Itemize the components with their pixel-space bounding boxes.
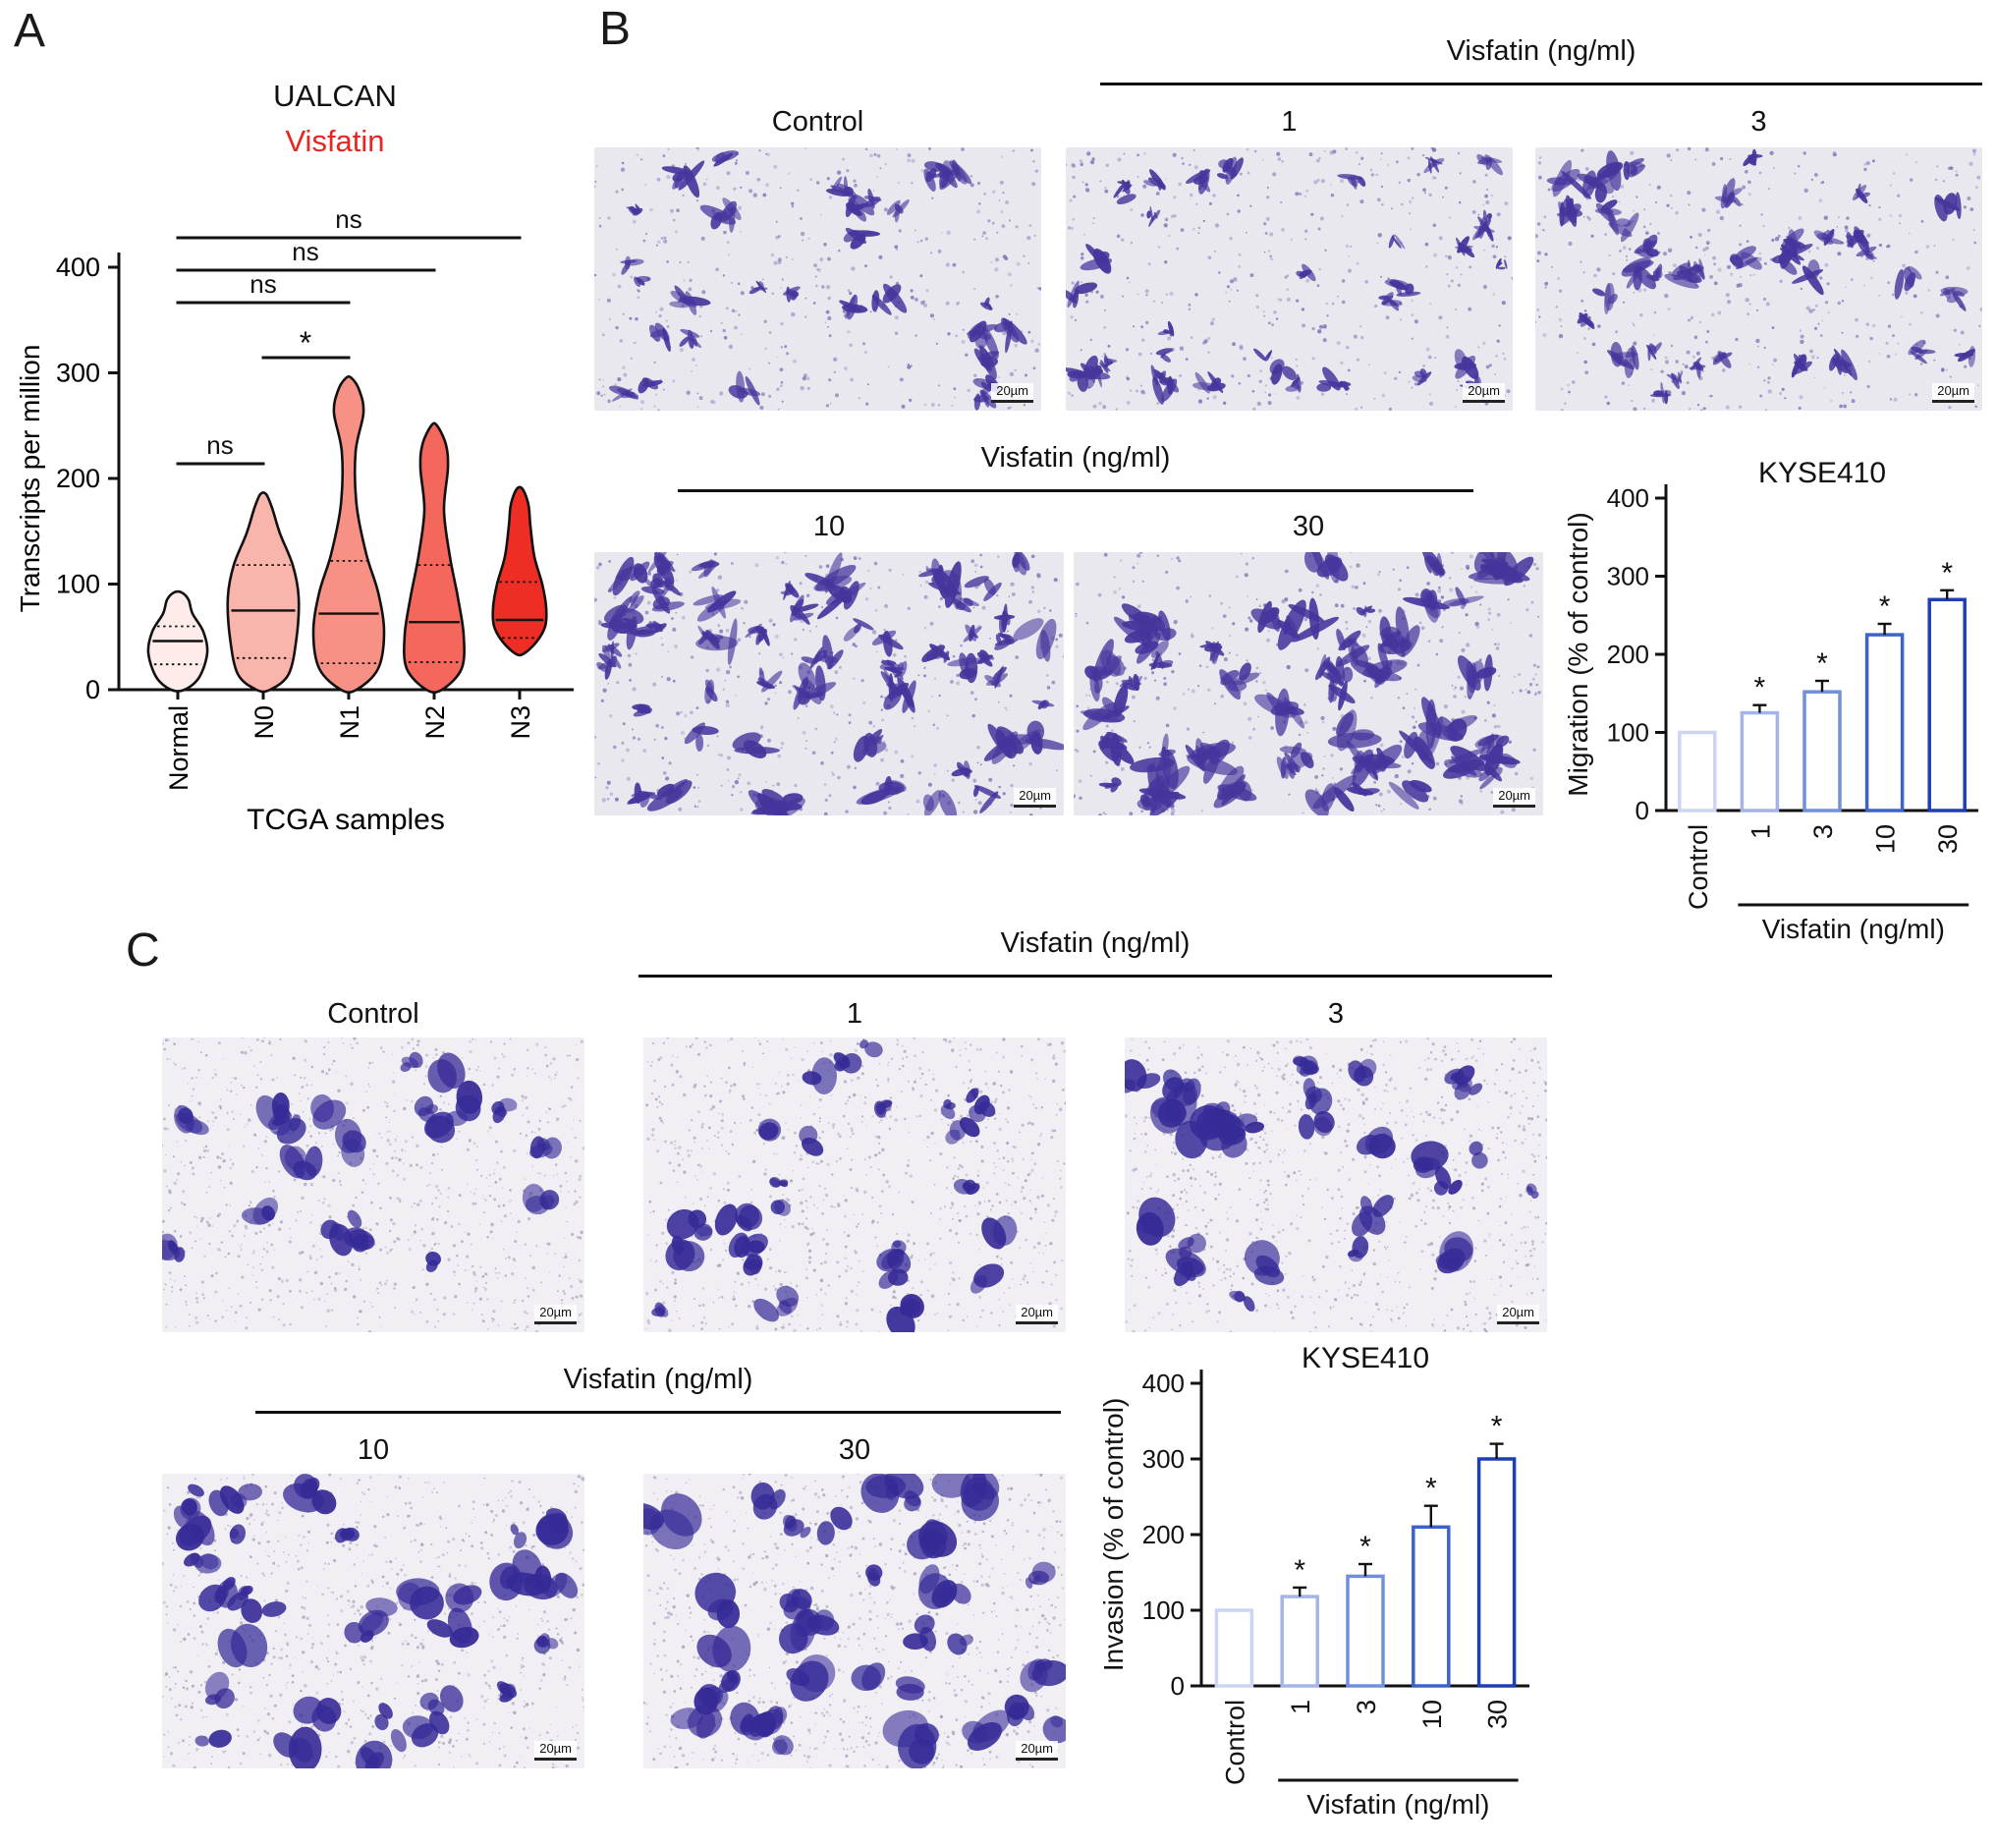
panel-b-letter: B — [599, 3, 632, 55]
ualcan-violin-plot: UALCAN Visfatin ns ns ns * ns — [15, 79, 574, 836]
svg-text:*: * — [1879, 590, 1891, 623]
scale-bar: 20µm — [991, 383, 1033, 403]
sig-label-n0-n1: * — [300, 325, 311, 361]
scale-bar-text: 20µm — [996, 383, 1028, 399]
scale-bar-text: 20µm — [1937, 383, 1969, 399]
svg-text:0: 0 — [1636, 796, 1649, 825]
panel-b-label-control: Control — [771, 106, 864, 138]
panel-c-label-30: 30 — [838, 1434, 871, 1466]
violin-subtitle: Visfatin — [285, 124, 384, 158]
y-axis-title: Transcripts per million — [15, 345, 45, 613]
panel-b-row2-header: Visfatin (ng/ml) — [980, 442, 1171, 474]
violin-shapes — [146, 374, 548, 694]
micrograph-invasion-30: 20µm — [643, 1474, 1066, 1768]
scale-bar: 20µm — [534, 1741, 577, 1761]
micrograph-migration-30: 20µm — [1074, 552, 1543, 815]
scale-bar-text: 20µm — [539, 1305, 572, 1320]
y-tick-100: 100 — [56, 570, 100, 599]
sig-label-normal-n2: ns — [292, 237, 318, 266]
panel-c-letter: C — [126, 924, 160, 977]
svg-text:30: 30 — [1933, 824, 1963, 854]
sig-label-normal-n1: ns — [250, 269, 276, 299]
y-tick-400: 400 — [56, 252, 100, 282]
scale-bar-text: 20µm — [1498, 788, 1530, 804]
y-tick-0: 0 — [85, 675, 100, 704]
scale-bar-text: 20µm — [1021, 1741, 1053, 1757]
panel-b-label-3: 3 — [1750, 106, 1767, 138]
significance-annotations: ns ns ns * ns — [176, 204, 522, 466]
panel-c-row2-header-line — [255, 1411, 1061, 1414]
scale-bar: 20µm — [1497, 1305, 1539, 1324]
scale-bar-text: 20µm — [1468, 383, 1500, 399]
panel-b-label-30: 30 — [1292, 511, 1325, 542]
panel-c-row1-header: Visfatin (ng/ml) — [1000, 927, 1191, 959]
x-cat-n3: N3 — [506, 705, 535, 740]
panel-b-label-1: 1 — [1281, 106, 1298, 138]
y-tick-200: 200 — [56, 464, 100, 493]
x-cat-normal: Normal — [164, 705, 194, 791]
micrograph-migration-3: 20µm — [1535, 147, 1982, 411]
panel-c-label-10: 10 — [357, 1434, 390, 1466]
svg-text:Control: Control — [1684, 824, 1713, 910]
scale-bar-text: 20µm — [1021, 1305, 1053, 1320]
sig-label-normal-n0: ns — [206, 430, 233, 460]
micrograph-invasion-10: 20µm — [162, 1474, 584, 1768]
x-cat-n0: N0 — [250, 705, 279, 740]
svg-text:100: 100 — [1607, 718, 1649, 748]
scale-bar: 20µm — [534, 1305, 577, 1324]
panel-c-row1-header-line — [638, 975, 1552, 978]
violin-title: UALCAN — [273, 79, 397, 113]
invasion-bar-chart: KYSE410 Invasion (% of control) 0 100 200 300… — [1095, 1332, 1547, 1848]
micrograph-invasion-3: 20µm — [1125, 1037, 1547, 1332]
scale-bar: 20µm — [1932, 383, 1974, 403]
panel-b-label-10: 10 — [812, 511, 846, 542]
migration-bar-chart: KYSE410 Migration (% of control) 0 100 200 30… — [1560, 447, 1996, 973]
svg-text:10: 10 — [1871, 824, 1901, 854]
micrograph-migration-10: 20µm — [594, 552, 1064, 815]
svg-text:Migration (% of control): Migration (% of control) — [1563, 512, 1593, 796]
svg-text:1: 1 — [1746, 824, 1775, 839]
svg-text:300: 300 — [1607, 562, 1649, 591]
svg-text:*: * — [1816, 647, 1828, 680]
svg-text:*: * — [1941, 557, 1953, 589]
panel-c-row2-header: Visfatin (ng/ml) — [563, 1364, 753, 1395]
scale-bar-text: 20µm — [1019, 788, 1051, 804]
micrograph-migration-control: 20µm — [594, 147, 1041, 411]
svg-text:Visfatin (ng/ml): Visfatin (ng/ml) — [1762, 914, 1945, 944]
scale-bar-text: 20µm — [1502, 1305, 1534, 1320]
micrograph-invasion-control: 20µm — [162, 1037, 584, 1332]
sig-label-normal-n3: ns — [335, 204, 361, 234]
svg-text:KYSE410: KYSE410 — [1758, 457, 1886, 489]
svg-text:3: 3 — [1808, 824, 1838, 839]
x-cat-n1: N1 — [335, 705, 364, 740]
panel-b-row1-header-line — [1100, 83, 1982, 85]
scale-bar: 20µm — [1016, 1305, 1058, 1324]
scale-bar: 20µm — [1463, 383, 1505, 403]
scale-bar: 20µm — [1014, 788, 1056, 808]
panel-a-letter: A — [14, 5, 46, 57]
y-tick-300: 300 — [56, 359, 100, 388]
panel-b-row2-header-line — [678, 489, 1473, 492]
svg-text:*: * — [1754, 672, 1766, 704]
svg-text:200: 200 — [1607, 640, 1649, 669]
scale-bar-text: 20µm — [539, 1741, 572, 1757]
panel-c-label-3: 3 — [1327, 998, 1345, 1030]
scale-bar: 20µm — [1493, 788, 1535, 808]
panel-c-label-control: Control — [327, 998, 419, 1030]
micrograph-invasion-1: 20µm — [643, 1037, 1066, 1332]
scale-bar: 20µm — [1016, 1741, 1058, 1761]
x-axis-title: TCGA samples — [247, 804, 445, 836]
panel-c-label-1: 1 — [846, 998, 863, 1030]
panel-b-row1-header: Visfatin (ng/ml) — [1446, 35, 1636, 67]
x-cat-n2: N2 — [420, 705, 450, 740]
micrograph-migration-1: 20µm — [1066, 147, 1513, 411]
svg-text:400: 400 — [1607, 483, 1649, 513]
